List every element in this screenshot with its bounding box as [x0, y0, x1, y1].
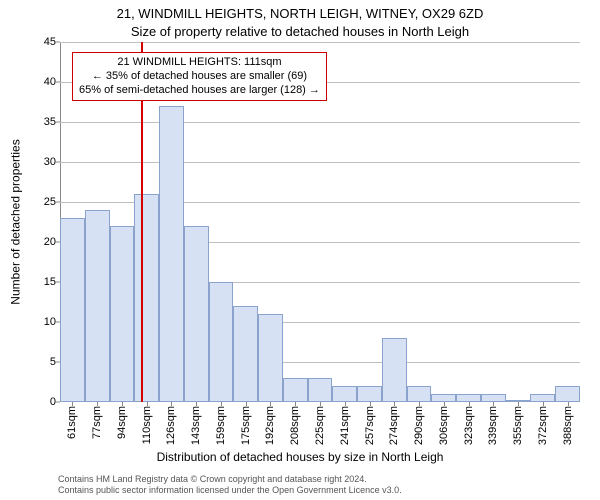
x-tick-label: 257sqm: [364, 406, 376, 445]
chart-container: 21, WINDMILL HEIGHTS, NORTH LEIGH, WITNE…: [0, 0, 600, 500]
annotation-box: 21 WINDMILL HEIGHTS: 111sqm← 35% of deta…: [72, 52, 327, 101]
y-tick-mark: [56, 322, 60, 323]
y-tick-label: 15: [34, 276, 56, 288]
x-tick-label: 290sqm: [413, 406, 425, 445]
y-tick-mark: [56, 362, 60, 363]
chart-title-line1: 21, WINDMILL HEIGHTS, NORTH LEIGH, WITNE…: [0, 6, 600, 21]
histogram-bar: [110, 226, 135, 402]
histogram-bar: [258, 314, 283, 402]
y-tick-mark: [56, 402, 60, 403]
x-tick-label: 175sqm: [240, 406, 252, 445]
x-tick-label: 339sqm: [487, 406, 499, 445]
y-axis-label: Number of detached properties: [9, 139, 23, 304]
x-tick-label: 61sqm: [66, 406, 78, 439]
histogram-bar: [308, 378, 333, 402]
x-tick-label: 143sqm: [190, 406, 202, 445]
x-tick-label: 323sqm: [463, 406, 475, 445]
x-tick-label: 77sqm: [91, 406, 103, 439]
x-tick-label: 159sqm: [215, 406, 227, 445]
chart-title-line2: Size of property relative to detached ho…: [0, 24, 600, 39]
histogram-bar: [134, 194, 159, 402]
histogram-bar: [233, 306, 258, 402]
credit-text: Contains HM Land Registry data © Crown c…: [58, 474, 402, 496]
credit-line1: Contains HM Land Registry data © Crown c…: [58, 474, 402, 485]
histogram-bar: [283, 378, 308, 402]
y-tick-label: 45: [34, 36, 56, 48]
grid-line: [60, 122, 580, 123]
y-tick-label: 20: [34, 236, 56, 248]
plot-area: 21 WINDMILL HEIGHTS: 111sqm← 35% of deta…: [60, 42, 580, 402]
y-tick-mark: [56, 282, 60, 283]
x-tick-label: 274sqm: [388, 406, 400, 445]
grid-line: [60, 42, 580, 43]
x-tick-label: 208sqm: [289, 406, 301, 445]
histogram-bar: [159, 106, 184, 402]
histogram-bar: [407, 386, 432, 402]
histogram-bar: [357, 386, 382, 402]
x-tick-label: 126sqm: [165, 406, 177, 445]
histogram-bar: [85, 210, 110, 402]
annotation-line: 21 WINDMILL HEIGHTS: 111sqm: [79, 56, 320, 70]
x-axis-label: Distribution of detached houses by size …: [0, 450, 600, 464]
histogram-bar: [555, 386, 580, 402]
y-tick-mark: [56, 82, 60, 83]
annotation-line: ← 35% of detached houses are smaller (69…: [79, 70, 320, 84]
y-tick-label: 25: [34, 196, 56, 208]
y-tick-label: 30: [34, 156, 56, 168]
histogram-bar: [209, 282, 234, 402]
x-tick-label: 306sqm: [438, 406, 450, 445]
x-tick-label: 94sqm: [116, 406, 128, 439]
x-tick-label: 110sqm: [141, 406, 153, 444]
histogram-bar: [184, 226, 209, 402]
x-tick-label: 225sqm: [314, 406, 326, 445]
grid-line: [60, 162, 580, 163]
x-tick-label: 192sqm: [264, 406, 276, 445]
y-tick-mark: [56, 42, 60, 43]
y-tick-mark: [56, 162, 60, 163]
histogram-bar: [332, 386, 357, 402]
y-tick-mark: [56, 202, 60, 203]
x-tick-label: 388sqm: [562, 406, 574, 445]
x-tick-label: 355sqm: [512, 406, 524, 445]
y-tick-mark: [56, 122, 60, 123]
y-tick-label: 0: [34, 396, 56, 408]
y-tick-label: 35: [34, 116, 56, 128]
histogram-bar: [456, 394, 481, 402]
x-tick-label: 372sqm: [537, 406, 549, 445]
histogram-bar: [481, 394, 506, 402]
annotation-line: 65% of semi-detached houses are larger (…: [79, 84, 320, 98]
y-tick-label: 40: [34, 76, 56, 88]
histogram-bar: [60, 218, 85, 402]
histogram-bar: [382, 338, 407, 402]
y-axis-label-container: Number of detached properties: [6, 42, 26, 402]
y-tick-mark: [56, 242, 60, 243]
histogram-bar: [530, 394, 555, 402]
y-tick-label: 5: [34, 356, 56, 368]
y-tick-label: 10: [34, 316, 56, 328]
histogram-bar: [431, 394, 456, 402]
x-tick-label: 241sqm: [339, 406, 351, 445]
credit-line2: Contains public sector information licen…: [58, 485, 402, 496]
